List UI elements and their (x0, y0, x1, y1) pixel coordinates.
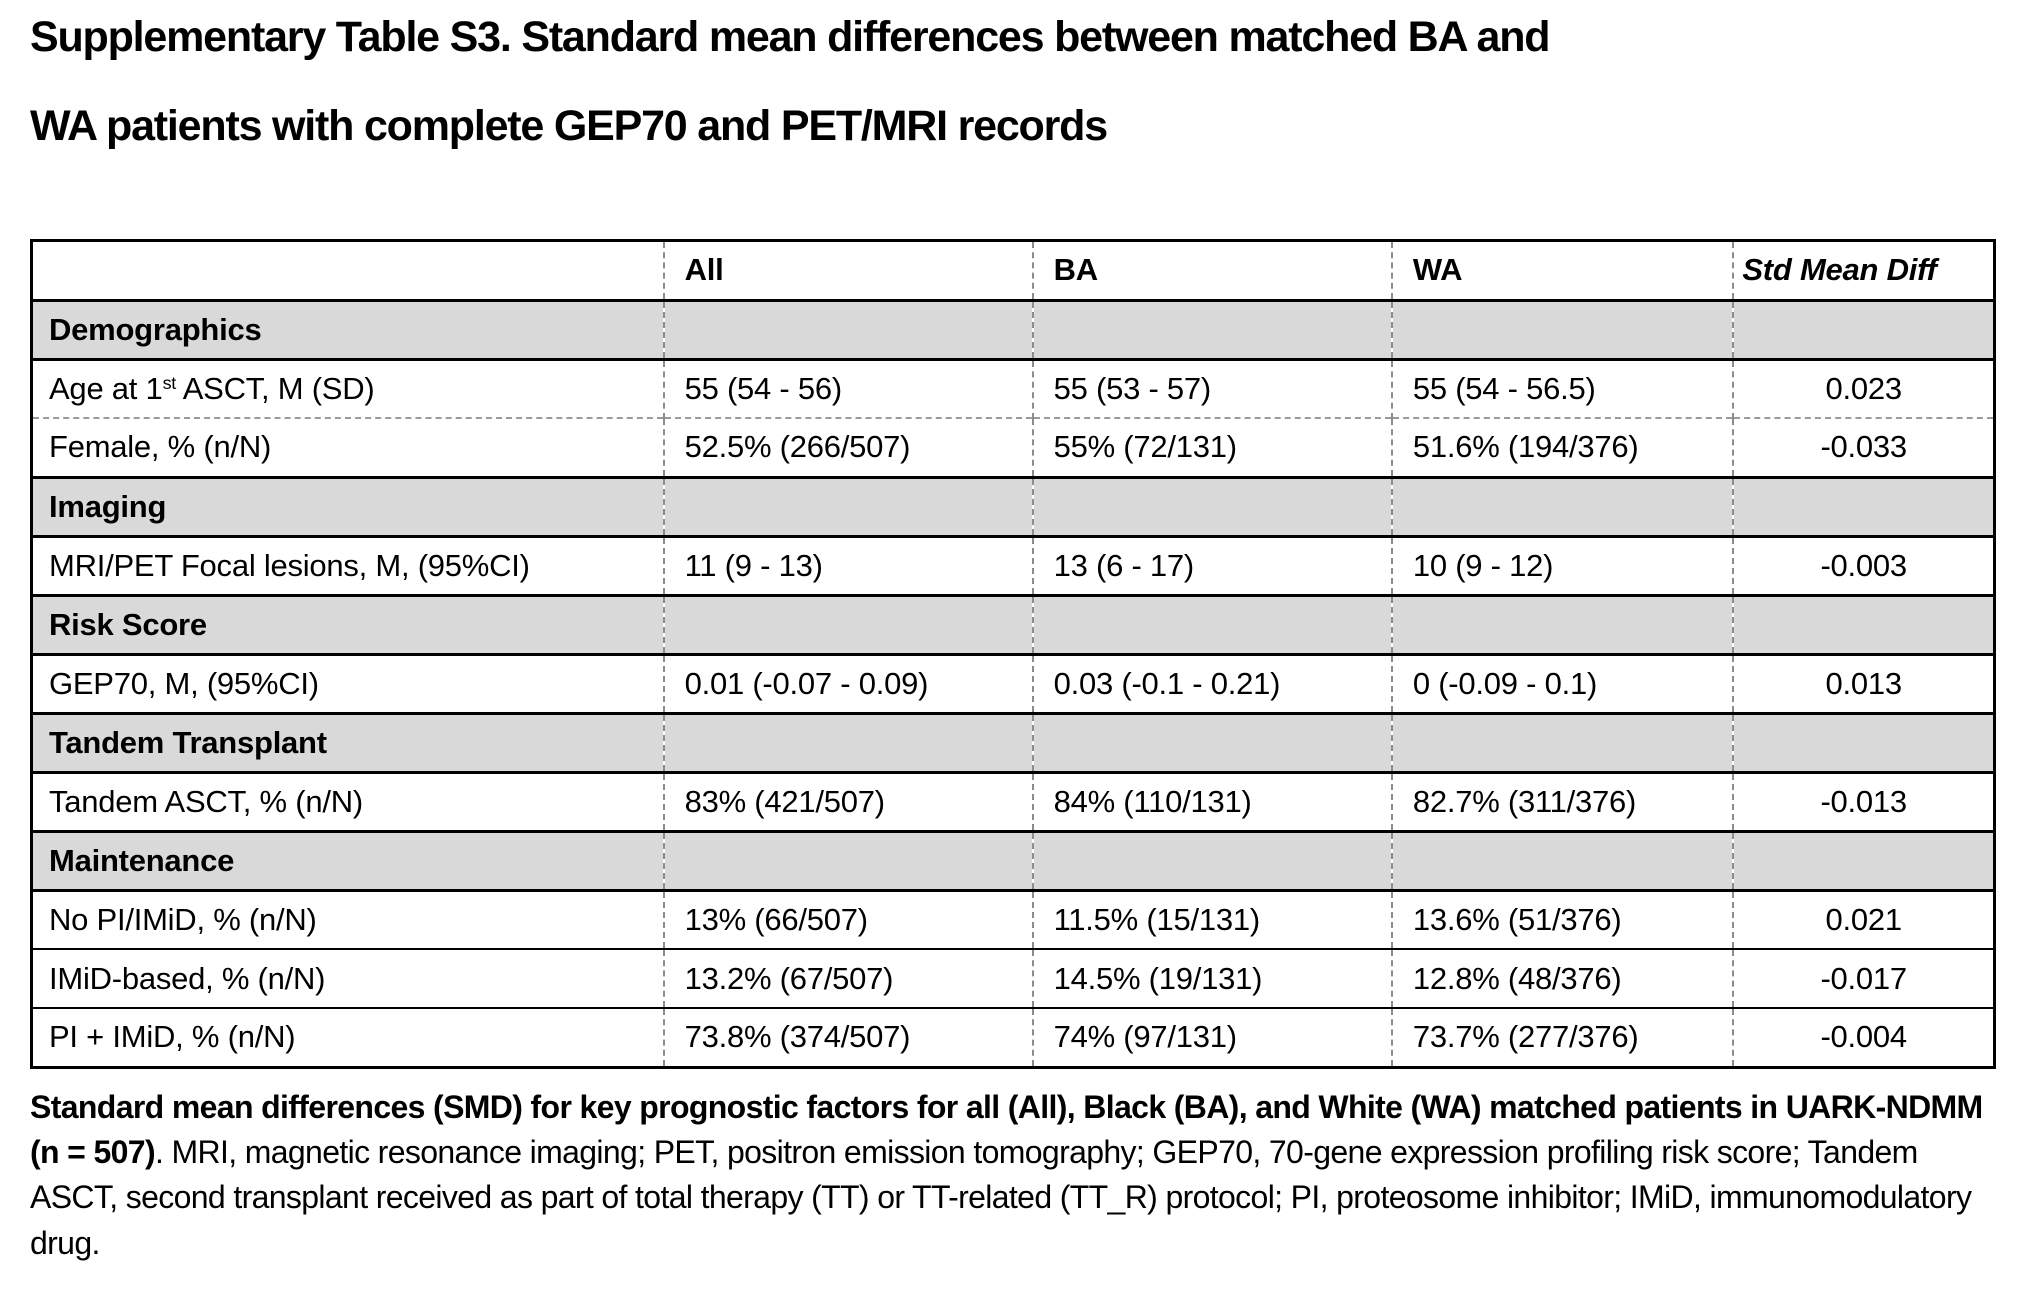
table-caption: Standard mean differences (SMD) for key … (30, 1085, 1996, 1267)
ba-value-cell: 13 (6 - 17) (1031, 534, 1392, 596)
empty-cell (1390, 829, 1734, 891)
smd-value-cell: -0.003 (1732, 534, 1995, 596)
table-row-imid-based: IMiD-based, % (n/N) 13.2% (67/507) 14.5%… (31, 948, 1995, 1009)
ba-value-cell: 0.03 (-0.1 - 0.21) (1031, 652, 1392, 714)
section-label: Demographics (31, 298, 664, 360)
empty-cell (1390, 298, 1734, 360)
empty-cell (1031, 593, 1392, 655)
empty-cell (1031, 298, 1392, 360)
caption-regular-text: . MRI, magnetic resonance imaging; PET, … (30, 1134, 1972, 1261)
smd-table: All BA WA Std Mean Diff Demographics Age… (30, 238, 1996, 1069)
ba-value-cell: 74% (97/131) (1031, 1007, 1392, 1068)
section-row-risk-score: Risk Score (31, 593, 1995, 655)
header-std-mean-diff: Std Mean Diff (1732, 240, 1995, 301)
empty-cell (1732, 829, 1995, 891)
empty-cell (662, 593, 1033, 655)
ba-value-cell: 11.5% (15/131) (1031, 888, 1392, 950)
row-label: MRI/PET Focal lesions, M, (95%CI) (31, 534, 664, 596)
smd-value-cell: -0.004 (1732, 1007, 1995, 1068)
ba-value-cell: 14.5% (19/131) (1031, 948, 1392, 1009)
section-row-imaging: Imaging (31, 475, 1995, 537)
wa-value-cell: 13.6% (51/376) (1390, 888, 1734, 950)
empty-cell (1732, 711, 1995, 773)
row-label: GEP70, M, (95%CI) (31, 652, 664, 714)
ba-value-cell: 55 (53 - 57) (1031, 357, 1392, 419)
empty-cell (662, 475, 1033, 537)
table-row-age: Age at 1st ASCT, M (SD) 55 (54 - 56) 55 … (31, 357, 1995, 419)
row-label-text: ASCT, M (SD) (176, 370, 375, 406)
section-label: Maintenance (31, 829, 664, 891)
caption-bold-text: Standard mean differences (SMD) for key … (30, 1088, 1983, 1171)
wa-value-cell: 0 (-0.09 - 0.1) (1390, 652, 1734, 714)
wa-value-cell: 73.7% (277/376) (1390, 1007, 1734, 1068)
table-row-no-pi-imid: No PI/IMiD, % (n/N) 13% (66/507) 11.5% (… (31, 888, 1995, 950)
row-label: PI + IMiD, % (n/N) (31, 1007, 664, 1068)
smd-value-cell: 0.013 (1732, 652, 1995, 714)
table-row-female: Female, % (n/N) 52.5% (266/507) 55% (72/… (31, 417, 1995, 478)
row-label: Tandem ASCT, % (n/N) (31, 770, 664, 832)
header-wa: WA (1390, 240, 1734, 301)
row-label-text: Age at 1 (49, 370, 163, 406)
header-all: All (662, 240, 1033, 301)
ba-value-cell: 84% (110/131) (1031, 770, 1392, 832)
wa-value-cell: 55 (54 - 56.5) (1390, 357, 1734, 419)
smd-value-cell: -0.017 (1732, 948, 1995, 1009)
table-title-line-1: Supplementary Table S3. Standard mean di… (30, 13, 1551, 61)
row-label: IMiD-based, % (n/N) (31, 948, 664, 1009)
smd-value-cell: 0.021 (1732, 888, 1995, 950)
header-row: All BA WA Std Mean Diff (32, 240, 1995, 301)
all-value-cell: 13% (66/507) (662, 888, 1033, 950)
empty-cell (662, 298, 1033, 360)
all-value-cell: 55 (54 - 56) (662, 357, 1033, 419)
all-value-cell: 73.8% (374/507) (662, 1007, 1033, 1068)
wa-value-cell: 82.7% (311/376) (1390, 770, 1734, 832)
smd-value-cell: 0.023 (1732, 357, 1995, 419)
table-row-tandem-asct: Tandem ASCT, % (n/N) 83% (421/507) 84% (… (31, 770, 1995, 832)
empty-cell (1732, 475, 1995, 537)
page: Supplementary Table S3. Standard mean di… (30, 13, 1996, 1267)
section-row-maintenance: Maintenance (31, 829, 1995, 891)
header-ba: BA (1031, 240, 1392, 301)
empty-cell (1390, 711, 1734, 773)
table-row-focal-lesions: MRI/PET Focal lesions, M, (95%CI) 11 (9 … (31, 534, 1995, 596)
empty-cell (1031, 475, 1392, 537)
empty-cell (1732, 593, 1995, 655)
section-row-tandem-transplant: Tandem Transplant (31, 711, 1995, 773)
ordinal-superscript: st (162, 372, 177, 393)
row-label: Female, % (n/N) (31, 417, 664, 478)
table-row-gep70: GEP70, M, (95%CI) 0.01 (-0.07 - 0.09) 0.… (31, 652, 1995, 714)
wa-value-cell: 12.8% (48/376) (1390, 948, 1734, 1009)
row-label: Age at 1st ASCT, M (SD) (31, 357, 664, 419)
row-label: No PI/IMiD, % (n/N) (31, 888, 664, 950)
smd-value-cell: -0.033 (1732, 417, 1995, 478)
section-label: Risk Score (31, 593, 664, 655)
empty-cell (1031, 711, 1392, 773)
section-row-demographics: Demographics (31, 298, 1995, 360)
ba-value-cell: 55% (72/131) (1031, 417, 1392, 478)
empty-cell (1732, 298, 1995, 360)
smd-value-cell: -0.013 (1732, 770, 1995, 832)
all-value-cell: 0.01 (-0.07 - 0.09) (662, 652, 1033, 714)
empty-cell (1390, 475, 1734, 537)
empty-cell (662, 711, 1033, 773)
table-title-line-2: WA patients with complete GEP70 and PET/… (30, 102, 1108, 151)
all-value-cell: 52.5% (266/507) (662, 417, 1033, 478)
empty-cell (1031, 829, 1392, 891)
all-value-cell: 13.2% (67/507) (662, 948, 1033, 1009)
empty-cell (662, 829, 1033, 891)
empty-cell (1390, 593, 1734, 655)
table-row-pi-plus-imid: PI + IMiD, % (n/N) 73.8% (374/507) 74% (… (31, 1007, 1995, 1068)
header-empty-cell (32, 240, 664, 300)
section-label: Imaging (31, 475, 664, 537)
wa-value-cell: 10 (9 - 12) (1390, 534, 1734, 596)
wa-value-cell: 51.6% (194/376) (1390, 417, 1734, 478)
all-value-cell: 11 (9 - 13) (662, 534, 1033, 596)
section-label: Tandem Transplant (31, 711, 664, 773)
all-value-cell: 83% (421/507) (662, 770, 1033, 832)
